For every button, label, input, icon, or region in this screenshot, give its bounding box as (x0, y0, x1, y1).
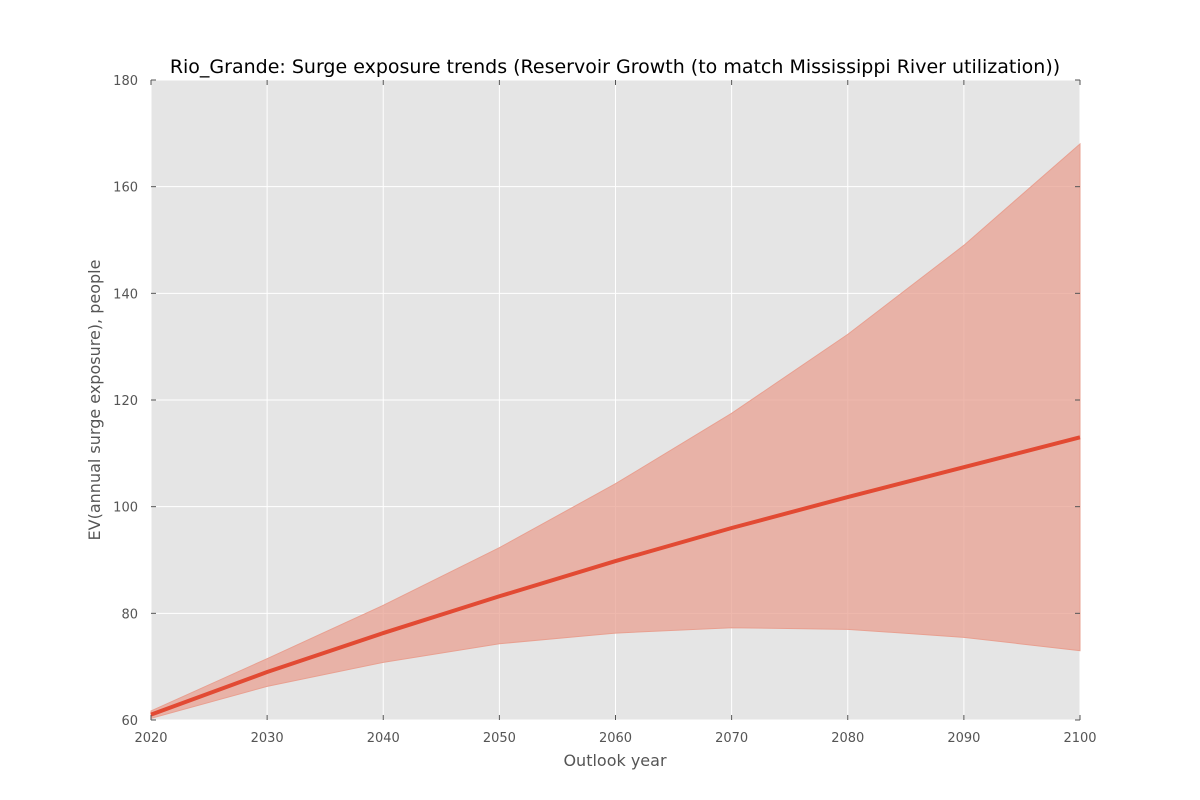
x-tick-label: 2020 (134, 731, 167, 746)
y-axis-label: EV(annual surge exposure), people (85, 260, 104, 541)
x-tick-label: 2050 (483, 731, 516, 746)
x-tick-label: 2100 (1063, 731, 1096, 746)
x-tick-label: 2070 (715, 731, 748, 746)
y-tick-label: 80 (121, 607, 138, 622)
x-tick-label: 2080 (831, 731, 864, 746)
y-tick-label: 100 (113, 501, 138, 516)
x-axis-label: Outlook year (563, 751, 667, 770)
x-tick-label: 2090 (947, 731, 980, 746)
mean-line (150, 435, 1081, 717)
uncertainty-band (150, 142, 1081, 720)
x-tick-label: 2040 (367, 731, 400, 746)
y-tick-label: 60 (121, 714, 138, 729)
y-tick-label: 120 (113, 394, 138, 409)
axis-ticks (150, 79, 1081, 721)
y-tick-labels: 60 80 100 120 140 160 180 (113, 74, 138, 729)
y-tick-label: 160 (113, 181, 138, 196)
chart-title: Rio_Grande: Surge exposure trends (Reser… (170, 56, 1060, 78)
x-tick-labels: 2020 2030 2040 2050 2060 2070 2080 2090 2100 (134, 731, 1096, 746)
y-tick-label: 140 (113, 287, 138, 302)
y-tick-label: 180 (113, 74, 138, 89)
x-tick-label: 2060 (599, 731, 632, 746)
x-tick-label: 2030 (251, 731, 284, 746)
